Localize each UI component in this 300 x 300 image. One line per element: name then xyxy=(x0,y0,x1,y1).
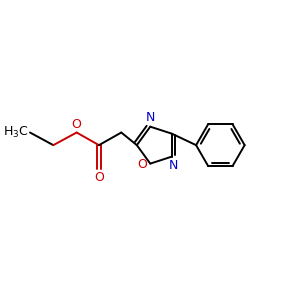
Text: O: O xyxy=(137,158,147,171)
Text: O: O xyxy=(94,171,104,184)
Text: N: N xyxy=(168,160,178,172)
Text: H$_3$C: H$_3$C xyxy=(4,125,29,140)
Text: O: O xyxy=(72,118,82,130)
Text: N: N xyxy=(146,111,155,124)
